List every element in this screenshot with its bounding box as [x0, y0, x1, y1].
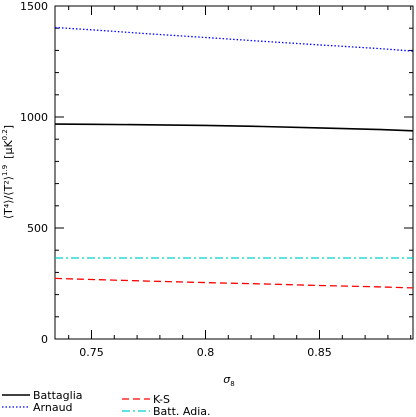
legend-item-batt-adia: Batt. Adia.: [122, 405, 211, 417]
legend-label: Battaglia: [33, 389, 83, 402]
series-line-arnaud: [54, 26, 414, 52]
legend-label: Batt. Adia.: [153, 405, 211, 417]
legend-label: K-S: [153, 393, 170, 406]
x-axis-title: σ8: [223, 373, 234, 388]
x-axis-subscript: 8: [230, 380, 234, 388]
y-tick-label: 1000: [20, 111, 48, 124]
legend-item-k-s: K-S: [122, 393, 170, 406]
y-tick-label: 1500: [20, 0, 48, 13]
y-tick-label: 0: [41, 333, 48, 346]
y-axis-title: ⟨T⁴⟩/⟨T²⟩1.9 [μK0.2]: [1, 125, 15, 219]
series-line-k-s: [54, 277, 414, 289]
series-lines: [54, 26, 414, 289]
x-tick-label: 0.85: [307, 346, 332, 359]
series-line-battaglia: [54, 123, 414, 132]
legend-item-battaglia: Battaglia: [2, 389, 83, 402]
plot-frame: [54, 5, 414, 340]
tick-marks: [55, 5, 413, 340]
y-axis-ratio-exponent: 1.9: [1, 165, 9, 176]
legend-label: Arnaud: [33, 401, 73, 414]
y-axis-unit-exponent: 0.2: [1, 129, 9, 140]
x-tick-label: 0.75: [79, 346, 104, 359]
y-axis-unit-close: ]: [2, 125, 15, 129]
x-tick-label: 0.8: [197, 346, 215, 359]
y-tick-label: 500: [27, 222, 48, 235]
tick-labels: 0.75 0.8 0.85 0 500 1000 1500: [20, 0, 332, 359]
x-axis-symbol: σ: [223, 373, 231, 386]
y-axis-unit-open: [μK: [2, 140, 15, 159]
y-axis-ratio: ⟨T⁴⟩/⟨T²⟩: [2, 176, 15, 219]
legend-item-arnaud: Arnaud: [2, 401, 73, 414]
